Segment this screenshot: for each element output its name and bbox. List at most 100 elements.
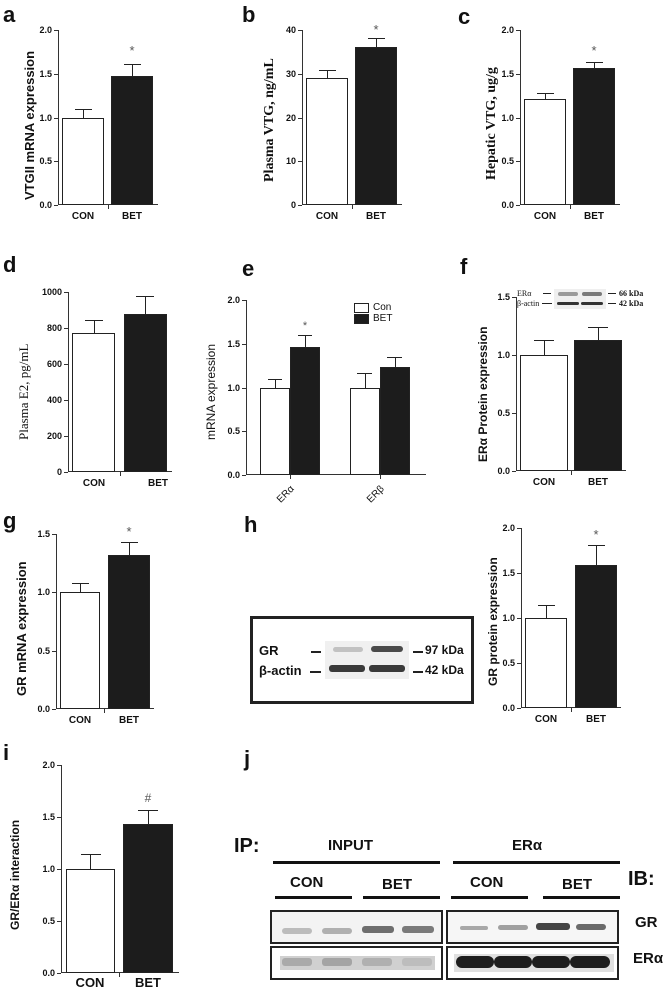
y-axis-label: GR protein expression bbox=[486, 557, 500, 686]
bar-erb-bet bbox=[380, 367, 410, 475]
y-axis-label: GR mRNA expression bbox=[14, 561, 29, 696]
y-axis-label: ERα Protein expression bbox=[476, 326, 490, 462]
bar-con bbox=[72, 333, 115, 472]
panel-label: a bbox=[3, 2, 16, 27]
bar-bet bbox=[108, 555, 150, 709]
x-label-bet: BET bbox=[366, 211, 386, 222]
legend: Con BET bbox=[354, 302, 392, 324]
y-tick: 0.5 bbox=[42, 916, 55, 926]
bar-bet bbox=[573, 67, 615, 205]
y-tick: 0.0 bbox=[39, 200, 52, 210]
y-axis-label: mRNA expression bbox=[204, 343, 218, 440]
bar-con bbox=[60, 592, 100, 709]
blot-image bbox=[554, 289, 606, 309]
y-tick: 1.0 bbox=[42, 864, 55, 874]
y-tick: 2.0 bbox=[42, 760, 55, 770]
x-label-bet: BET bbox=[119, 715, 139, 726]
y-tick: 0.0 bbox=[502, 703, 515, 713]
y-axis-label: Hepatic VTG, ug/g bbox=[484, 67, 499, 180]
panel-c: c Hepatic VTG, ug/g 2.0 1.5 1.0 0.5 0.0 … bbox=[448, 0, 671, 240]
legend-swatch-white bbox=[354, 302, 369, 313]
y-tick: 0.0 bbox=[501, 200, 514, 210]
subgroup-con: CON bbox=[470, 874, 504, 891]
bar-bet bbox=[355, 46, 397, 205]
significance-marker: * bbox=[126, 524, 132, 540]
significance-marker: * bbox=[129, 43, 135, 58]
panel-j: j IP: INPUT ERα IB: CON BET CON BET GR bbox=[234, 746, 671, 992]
y-tick: 0.0 bbox=[497, 466, 510, 476]
panel-label: j bbox=[244, 746, 251, 771]
panel-label: h bbox=[244, 512, 258, 537]
ib-label: IB: bbox=[628, 868, 655, 890]
y-tick: 1.0 bbox=[497, 349, 510, 360]
legend-item-bet: BET bbox=[354, 313, 392, 324]
western-blot-inset: ERα β-actin 66 kDa 42 kDa bbox=[516, 289, 666, 311]
y-axis-label: GR/ERα interaction bbox=[8, 819, 22, 930]
x-label-con: CON bbox=[71, 211, 95, 222]
y-tick: 200 bbox=[46, 431, 62, 441]
y-tick: 0 bbox=[56, 467, 62, 477]
y-tick: 400 bbox=[46, 395, 62, 405]
blot-era-gr bbox=[446, 910, 619, 944]
bar-con bbox=[306, 78, 348, 205]
chart-f: 1.5 1.0 0.5 0.0 CON BET bbox=[497, 292, 626, 488]
bar-con bbox=[62, 117, 104, 205]
x-label-con: CON bbox=[534, 714, 558, 725]
y-tick: 0 bbox=[290, 200, 296, 210]
x-label-bet: BET bbox=[584, 211, 604, 222]
panel-label: c bbox=[458, 4, 471, 29]
blot-size-label: 97 kDa bbox=[425, 643, 464, 657]
blot-size-label: 42 kDa bbox=[619, 299, 644, 308]
x-label-con: CON bbox=[82, 478, 106, 489]
chart-g: 1.5 1.0 0.5 0.0 * CON BET bbox=[37, 524, 154, 726]
y-tick: 1.5 bbox=[39, 68, 52, 79]
western-blot-gr: GR β-actin 97 kDa 42 kDa bbox=[250, 616, 474, 704]
y-tick: 20 bbox=[285, 112, 296, 123]
x-label-con: CON bbox=[68, 715, 92, 726]
y-tick: 0.5 bbox=[39, 156, 52, 167]
panel-a: a VTGII mRNA expression 2.0 1.5 1.0 0.5 … bbox=[0, 0, 224, 240]
subgroup-bet: BET bbox=[562, 876, 592, 893]
group-input: INPUT bbox=[328, 837, 373, 854]
bar-erb-con bbox=[350, 387, 380, 475]
blot-size-label: 66 kDa bbox=[619, 289, 644, 298]
y-tick: 1.5 bbox=[37, 529, 50, 539]
ip-label: IP: bbox=[234, 835, 260, 857]
bar-bet bbox=[111, 76, 153, 205]
y-tick: 40 bbox=[285, 25, 296, 35]
x-label-bet: BET bbox=[586, 714, 606, 725]
bar-bet bbox=[123, 824, 173, 973]
y-tick: 1.5 bbox=[42, 812, 55, 822]
chart-a: 2.0 1.5 1.0 0.5 0.0 * CON BET bbox=[39, 25, 158, 222]
x-label-bet: BET bbox=[135, 975, 161, 990]
y-tick: 2.0 bbox=[502, 523, 515, 533]
chart-i: 2.0 1.5 1.0 0.5 0.0 # CON BET bbox=[42, 760, 179, 990]
bar-con bbox=[524, 99, 566, 205]
blot-input-gr bbox=[270, 910, 443, 944]
y-tick: 0.0 bbox=[227, 470, 240, 480]
x-label-bet: BET bbox=[588, 477, 608, 488]
bar-con bbox=[525, 618, 567, 708]
y-tick: 30 bbox=[285, 68, 296, 79]
panel-label: g bbox=[3, 508, 17, 533]
blot-input-era bbox=[270, 946, 443, 980]
y-axis-label: VTGII mRNA expression bbox=[22, 50, 37, 200]
panel-b: b Plasma VTG, ng/mL 40 30 20 10 0 * CON … bbox=[224, 0, 448, 240]
panel-label: b bbox=[242, 2, 256, 27]
blot-row-label: ERα bbox=[517, 289, 532, 298]
legend-item-con: Con bbox=[354, 302, 392, 313]
y-tick: 2.0 bbox=[227, 295, 240, 305]
bar-con bbox=[520, 354, 568, 471]
y-tick: 10 bbox=[285, 156, 296, 167]
y-tick: 1.0 bbox=[502, 613, 515, 623]
bar-era-bet bbox=[290, 347, 320, 475]
panel-label: d bbox=[3, 252, 17, 277]
ib-row-era: ERα bbox=[633, 950, 664, 967]
panel-d: d Plasma E2, pg/mL 1000 800 600 400 200 … bbox=[0, 240, 224, 500]
group-era: ERα bbox=[512, 837, 543, 854]
bar-con bbox=[66, 869, 115, 973]
y-tick: 0.0 bbox=[42, 968, 55, 978]
x-label-con: CON bbox=[532, 477, 556, 488]
y-tick: 1.0 bbox=[39, 112, 52, 123]
x-label-con: CON bbox=[533, 211, 557, 222]
